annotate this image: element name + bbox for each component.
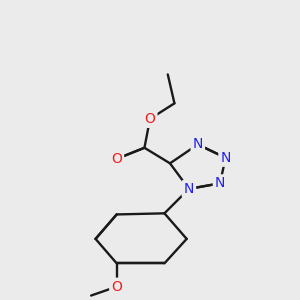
Text: N: N [220, 151, 231, 165]
Text: N: N [193, 137, 203, 152]
Text: O: O [111, 280, 122, 294]
Text: N: N [184, 182, 194, 196]
Text: N: N [215, 176, 225, 190]
Text: O: O [111, 152, 122, 166]
Text: O: O [145, 112, 155, 126]
